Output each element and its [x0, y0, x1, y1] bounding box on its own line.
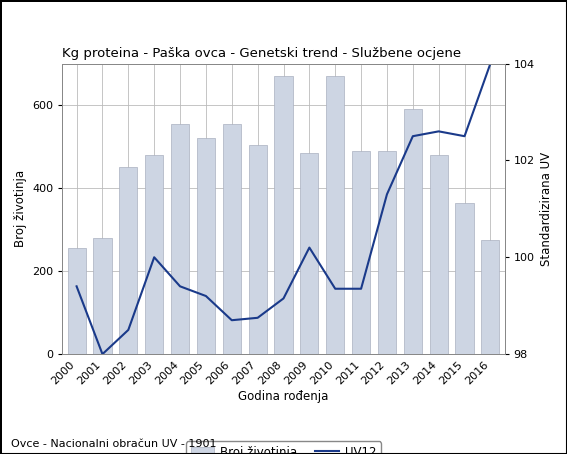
X-axis label: Godina rođenja: Godina rođenja: [238, 390, 329, 403]
Bar: [404, 109, 422, 354]
Bar: [274, 76, 293, 354]
Bar: [248, 144, 266, 354]
Bar: [119, 168, 137, 354]
Bar: [94, 238, 112, 354]
Bar: [430, 155, 448, 354]
Bar: [455, 202, 473, 354]
Y-axis label: Standardizirana UV: Standardizirana UV: [540, 152, 553, 266]
Bar: [197, 138, 215, 354]
Bar: [481, 240, 500, 354]
Bar: [352, 151, 370, 354]
Bar: [67, 248, 86, 354]
Y-axis label: Broj životinja: Broj životinja: [14, 170, 27, 247]
Bar: [301, 153, 319, 354]
Bar: [326, 76, 344, 354]
Bar: [145, 155, 163, 354]
Text: Ovce - Nacionalni obračun UV - 1901: Ovce - Nacionalni obračun UV - 1901: [11, 439, 217, 449]
Bar: [378, 151, 396, 354]
Bar: [171, 124, 189, 354]
Bar: [223, 124, 241, 354]
Legend: Broj životinja, UV12: Broj životinja, UV12: [186, 441, 381, 454]
Text: Kg proteina - Paška ovca - Genetski trend - Službene ocjene: Kg proteina - Paška ovca - Genetski tren…: [62, 47, 462, 59]
